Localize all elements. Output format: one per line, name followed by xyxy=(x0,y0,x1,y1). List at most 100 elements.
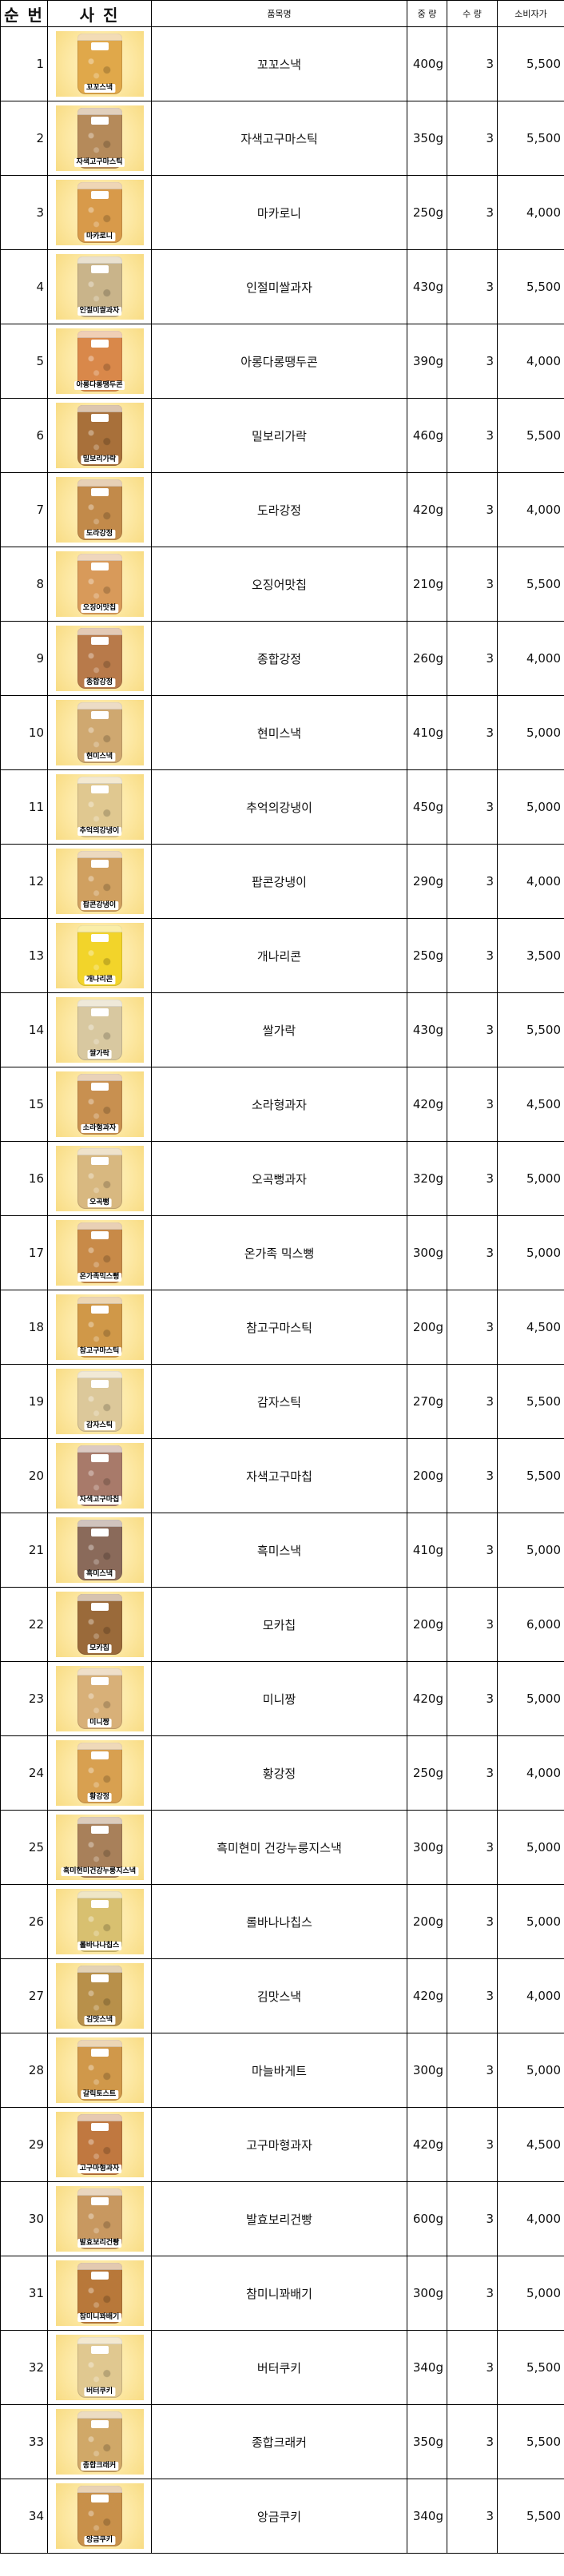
product-photo-cell: 갈릭토스트 xyxy=(47,2033,152,2108)
product-name: 고구마형과자 xyxy=(151,2107,407,2182)
header-name: 품목명 xyxy=(151,0,407,27)
brand-logo xyxy=(90,1677,109,1685)
product-price: 4,000 xyxy=(497,175,564,250)
table-row: 30 발효보리건빵 발효보리건빵 600g 3 4,000 xyxy=(0,2181,564,2256)
table-row: 18 참고구마스틱 참고구마스틱 200g 3 4,500 xyxy=(0,1290,564,1365)
product-name: 모카칩 xyxy=(151,1587,407,1662)
product-qty: 3 xyxy=(447,26,498,101)
product-photo-label: 황강정 xyxy=(87,1793,112,1802)
product-name: 오곡뻥과자 xyxy=(151,1141,407,1216)
product-photo-cell: 개나리콘 xyxy=(47,918,152,993)
product-price: 5,500 xyxy=(497,249,564,324)
snack-contents xyxy=(81,1390,117,1419)
product-name: 오징어맛칩 xyxy=(151,547,407,622)
brand-logo xyxy=(90,1083,109,1091)
snack-contents xyxy=(81,2208,117,2236)
product-photo-cell: 소라형과자 xyxy=(47,1067,152,1142)
product-weight: 200g xyxy=(407,1438,447,1513)
product-photo: 앙금쿠키 xyxy=(55,2483,144,2549)
product-photo-label: 롤바나나칩스 xyxy=(77,1942,122,1950)
brand-logo xyxy=(90,488,109,496)
product-price: 4,000 xyxy=(497,2181,564,2256)
product-photo-cell: 감자스틱 xyxy=(47,1364,152,1439)
product-qty: 3 xyxy=(447,1215,498,1290)
product-photo-cell: 추억의강냉이 xyxy=(47,769,152,845)
product-price: 4,000 xyxy=(497,1958,564,2033)
product-qty: 3 xyxy=(447,2033,498,2108)
product-photo: 도라강정 xyxy=(55,477,144,543)
product-qty: 3 xyxy=(447,547,498,622)
product-photo-cell: 밀보리가락 xyxy=(47,398,152,473)
product-weight: 450g xyxy=(407,769,447,845)
product-name: 마카로니 xyxy=(151,175,407,250)
product-photo-label: 오곡뻥 xyxy=(87,1199,112,1207)
snack-bag-image xyxy=(77,1148,122,1209)
product-price: 4,000 xyxy=(497,1735,564,1811)
product-price: 5,500 xyxy=(497,2404,564,2479)
product-photo: 소라형과자 xyxy=(55,1071,144,1137)
product-photo-cell: 미니짱 xyxy=(47,1661,152,1736)
product-qty: 3 xyxy=(447,324,498,399)
product-photo-cell: 참고구마스틱 xyxy=(47,1290,152,1365)
brand-logo xyxy=(90,711,109,719)
table-row: 27 김맛스낵 김맛스낵 420g 3 4,000 xyxy=(0,1958,564,2033)
product-price: 5,500 xyxy=(497,398,564,473)
product-qty: 3 xyxy=(447,1141,498,1216)
product-qty: 3 xyxy=(447,2479,498,2554)
brand-logo xyxy=(90,1826,109,1834)
brand-logo xyxy=(90,1008,109,1016)
product-photo-cell: 현미스낵 xyxy=(47,695,152,770)
product-photo-label: 흑미현미건강누룽지스낵 xyxy=(60,1867,139,1876)
brand-logo xyxy=(90,2272,109,2280)
brand-logo xyxy=(90,191,109,199)
snack-contents xyxy=(81,499,117,527)
product-name: 종합크래커 xyxy=(151,2404,407,2479)
product-name: 꼬꼬스낵 xyxy=(151,26,407,101)
product-photo-label: 버터쿠키 xyxy=(83,2387,116,2396)
table-row: 2 자색고구마스틱 자색고구마스틱 350g 3 5,500 xyxy=(0,101,564,176)
product-name: 발효보리건빵 xyxy=(151,2181,407,2256)
brand-logo xyxy=(90,934,109,942)
row-number: 29 xyxy=(0,2107,48,2182)
header-row: 순 번 사 진 품목명 중 량 수 량 소비자가 xyxy=(0,0,564,27)
product-name: 마늘바게트 xyxy=(151,2033,407,2108)
row-number: 5 xyxy=(0,324,48,399)
product-price: 4,500 xyxy=(497,2107,564,2182)
product-photo: 현미스낵 xyxy=(55,700,144,765)
brand-logo xyxy=(90,1157,109,1165)
row-number: 7 xyxy=(0,472,48,547)
product-photo-cell: 종합강정 xyxy=(47,621,152,696)
brand-logo xyxy=(90,1231,109,1239)
product-weight: 300g xyxy=(407,1215,447,1290)
product-price: 4,500 xyxy=(497,1067,564,1142)
table-row: 32 버터쿠키 버터쿠키 340g 3 5,500 xyxy=(0,2330,564,2405)
product-photo-label: 쌀가락 xyxy=(87,1050,112,1059)
brand-logo xyxy=(90,414,109,422)
row-number: 9 xyxy=(0,621,48,696)
product-photo: 밀보리가락 xyxy=(55,403,144,468)
row-number: 28 xyxy=(0,2033,48,2108)
table-row: 34 앙금쿠키 앙금쿠키 340g 3 5,500 xyxy=(0,2479,564,2554)
row-number: 15 xyxy=(0,1067,48,1142)
snack-contents xyxy=(81,1093,117,1122)
row-number: 25 xyxy=(0,1810,48,1885)
product-photo: 감자스틱 xyxy=(55,1369,144,1434)
product-photo: 꼬꼬스낵 xyxy=(55,31,144,97)
brand-logo xyxy=(90,2049,109,2057)
product-qty: 3 xyxy=(447,1884,498,1959)
row-number: 33 xyxy=(0,2404,48,2479)
snack-contents xyxy=(81,1910,117,1939)
product-price: 5,500 xyxy=(497,2330,564,2405)
product-photo-label: 현미스낵 xyxy=(83,753,116,761)
table-row: 3 마카로니 마카로니 250g 3 4,000 xyxy=(0,175,564,250)
product-price: 5,500 xyxy=(497,101,564,176)
row-number: 12 xyxy=(0,844,48,919)
product-price: 4,000 xyxy=(497,324,564,399)
table-row: 16 오곡뻥 오곡뻥과자 320g 3 5,000 xyxy=(0,1141,564,1216)
snack-bag-image xyxy=(77,1074,122,1135)
product-photo: 김맛스낵 xyxy=(55,1963,144,2029)
product-price: 5,000 xyxy=(497,1884,564,1959)
product-photo: 흑미스낵 xyxy=(55,1517,144,1583)
product-weight: 600g xyxy=(407,2181,447,2256)
